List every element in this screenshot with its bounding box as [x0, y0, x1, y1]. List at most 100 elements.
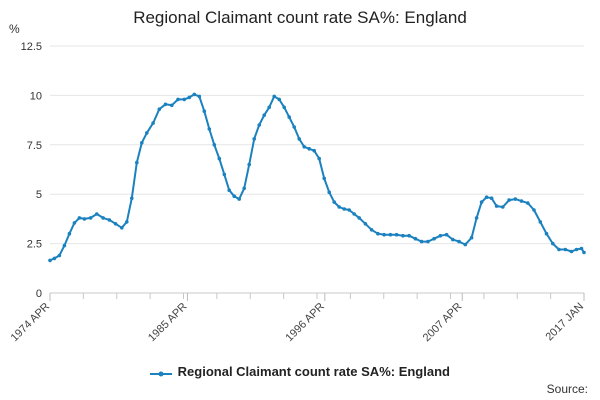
y-tick-label: 12.5	[21, 41, 42, 53]
legend-swatch	[150, 367, 173, 377]
data-point	[72, 221, 77, 225]
data-point	[282, 105, 287, 110]
data-point	[151, 121, 155, 125]
data-point	[207, 127, 212, 131]
data-point	[551, 241, 555, 246]
data-point	[419, 239, 424, 244]
y-tick-label: 2.5	[27, 239, 42, 251]
data-point	[369, 228, 374, 232]
data-point	[579, 246, 584, 251]
data-point	[312, 148, 317, 153]
data-point	[287, 115, 292, 119]
x-tick-label: 1996 APR	[283, 301, 327, 345]
data-point	[342, 207, 347, 211]
data-point	[307, 147, 312, 151]
data-point	[135, 160, 139, 165]
data-point	[376, 231, 380, 236]
data-point	[197, 94, 202, 99]
data-point	[426, 239, 430, 244]
data-point	[227, 188, 231, 192]
y-tick-label: 7.5	[27, 140, 42, 152]
data-point	[413, 236, 418, 241]
data-point	[484, 195, 489, 199]
data-point	[272, 94, 277, 99]
data-point	[457, 239, 461, 244]
data-point	[222, 172, 227, 177]
data-point	[77, 216, 82, 220]
data-point	[62, 243, 67, 248]
data-point	[463, 242, 468, 247]
data-point	[569, 249, 574, 254]
data-point	[544, 231, 549, 236]
gridlines	[50, 45, 584, 294]
legend: Regional Claimant count rate SA%: Englan…	[0, 364, 600, 379]
data-point	[257, 123, 262, 127]
data-point	[388, 232, 393, 237]
data-point	[357, 216, 362, 220]
data-point	[563, 247, 568, 252]
data-point	[337, 205, 342, 209]
data-point	[232, 194, 236, 198]
data-point	[242, 186, 246, 191]
data-point	[163, 102, 168, 107]
x-tick-label: 2007 APR	[421, 301, 465, 345]
data-point	[262, 113, 267, 117]
data-point	[247, 162, 251, 167]
data-point	[538, 220, 543, 224]
data-point	[88, 216, 93, 220]
x-tick-label: 2017 JAN	[543, 301, 586, 344]
data-point	[125, 220, 129, 224]
data-point	[382, 232, 386, 237]
data-point	[252, 137, 256, 141]
data-point	[474, 216, 479, 220]
data-point	[182, 97, 187, 102]
data-point	[267, 105, 272, 110]
y-tick-label: 10	[30, 90, 42, 102]
data-point	[401, 233, 405, 238]
data-point	[407, 233, 411, 238]
data-point	[113, 222, 118, 226]
y-tick-label: 0	[36, 288, 42, 300]
data-point	[363, 222, 368, 226]
y-axis-unit-label: %	[9, 22, 20, 36]
axes: 0 2.5 5 7.5 10 12.5 1974 APR 1985 APR 1996 APR 20…	[9, 41, 587, 344]
data-point	[347, 208, 352, 212]
data-point	[317, 156, 322, 161]
data-point	[107, 218, 112, 222]
y-tick-label: 5	[36, 189, 42, 201]
data-point	[444, 232, 449, 237]
source-label: Source:	[546, 382, 588, 396]
data-point	[302, 145, 307, 149]
data-point	[202, 109, 207, 113]
data-point	[394, 232, 399, 237]
data-point	[322, 176, 327, 181]
data-point	[192, 92, 197, 97]
data-point	[501, 205, 505, 209]
data-point	[332, 200, 337, 204]
data-point	[95, 212, 99, 216]
data-point	[157, 107, 162, 111]
data-point	[327, 190, 332, 194]
data-point	[479, 200, 484, 204]
data-point	[82, 217, 87, 221]
data-point	[145, 131, 149, 135]
data-point	[489, 196, 494, 200]
series-layer	[48, 92, 586, 263]
x-tick-label: 1974 APR	[9, 301, 53, 345]
data-point	[582, 250, 586, 255]
data-point	[494, 204, 499, 208]
data-point	[451, 237, 455, 242]
data-point	[217, 156, 222, 161]
data-point	[140, 141, 144, 145]
data-point	[292, 125, 297, 129]
x-tick-label: 1985 APR	[146, 301, 190, 345]
series-line	[49, 93, 585, 262]
data-point	[557, 247, 561, 252]
data-point	[101, 216, 105, 220]
data-point	[52, 256, 57, 261]
data-point	[438, 233, 443, 238]
data-point	[507, 198, 511, 202]
data-point	[57, 253, 62, 258]
data-point	[67, 231, 72, 236]
